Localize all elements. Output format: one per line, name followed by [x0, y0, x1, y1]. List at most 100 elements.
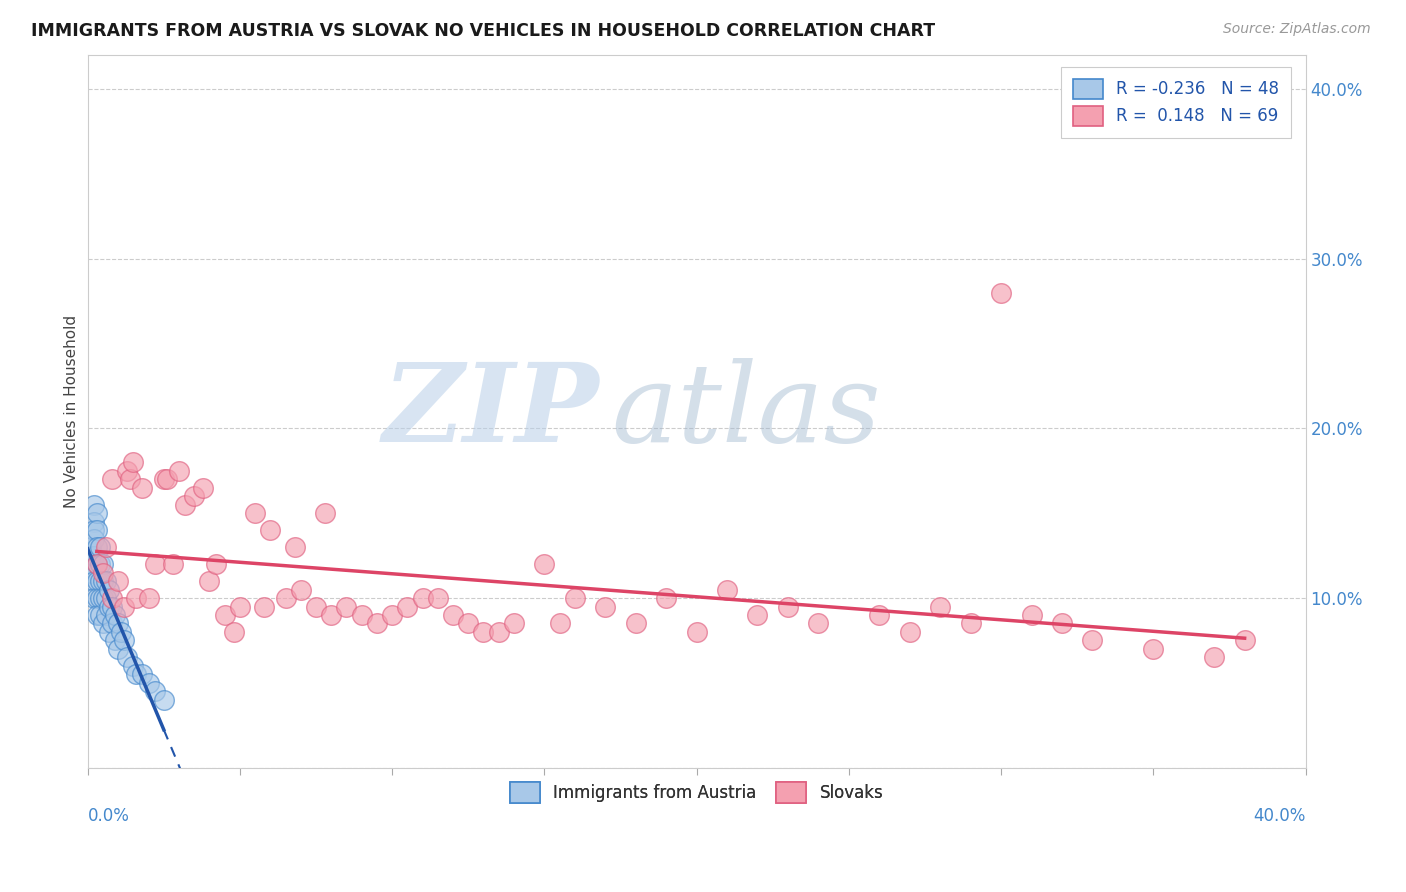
Point [86, 523, 108, 537]
Text: 40.0%: 40.0% [1253, 807, 1306, 825]
Point [89, 540, 111, 554]
Point [89, 591, 111, 605]
Point [533, 557, 555, 571]
Point [98, 599, 121, 614]
Point [89, 574, 111, 588]
Point [138, 591, 160, 605]
Point [143, 557, 166, 571]
Point [80, 557, 103, 571]
Point [1021, 607, 1043, 622]
Point [162, 557, 184, 571]
Point [503, 616, 526, 631]
Point [350, 607, 373, 622]
Point [472, 624, 495, 639]
Point [122, 659, 145, 673]
Point [167, 464, 190, 478]
Point [138, 676, 160, 690]
Point [243, 506, 266, 520]
Point [89, 607, 111, 622]
Point [110, 624, 132, 639]
Point [929, 599, 952, 614]
Point [381, 607, 404, 622]
Point [94, 591, 117, 605]
Point [83, 591, 105, 605]
Point [457, 616, 479, 631]
Point [314, 506, 336, 520]
Point [412, 591, 434, 605]
Point [83, 532, 105, 546]
Point [685, 624, 707, 639]
Point [117, 464, 139, 478]
Point [91, 566, 114, 580]
Point [564, 591, 586, 605]
Point [366, 616, 388, 631]
Point [426, 591, 449, 605]
Point [1233, 633, 1256, 648]
Point [624, 616, 647, 631]
Point [86, 607, 108, 622]
Point [593, 599, 616, 614]
Point [222, 624, 245, 639]
Point [548, 616, 571, 631]
Y-axis label: No Vehicles in Household: No Vehicles in Household [65, 315, 79, 508]
Point [86, 557, 108, 571]
Point [259, 523, 281, 537]
Point [156, 472, 179, 486]
Point [807, 616, 830, 631]
Point [91, 616, 114, 631]
Point [94, 607, 117, 622]
Point [107, 616, 129, 631]
Point [101, 472, 124, 486]
Point [214, 607, 236, 622]
Point [1050, 616, 1073, 631]
Point [98, 624, 121, 639]
Point [94, 574, 117, 588]
Point [80, 540, 103, 554]
Point [253, 599, 276, 614]
Point [86, 557, 108, 571]
Text: ZIP: ZIP [382, 358, 599, 465]
Point [152, 693, 174, 707]
Point [193, 481, 215, 495]
Point [120, 472, 142, 486]
Point [131, 481, 153, 495]
Legend: Immigrants from Austria, Slovaks: Immigrants from Austria, Slovaks [503, 775, 890, 809]
Point [107, 642, 129, 657]
Point [83, 515, 105, 529]
Point [716, 582, 738, 597]
Text: 0.0%: 0.0% [87, 807, 129, 825]
Point [229, 599, 252, 614]
Point [131, 667, 153, 681]
Text: Source: ZipAtlas.com: Source: ZipAtlas.com [1223, 22, 1371, 37]
Point [112, 633, 135, 648]
Point [98, 582, 121, 597]
Point [1081, 633, 1104, 648]
Point [959, 616, 981, 631]
Point [83, 523, 105, 537]
Point [91, 557, 114, 571]
Point [91, 574, 114, 588]
Point [990, 285, 1012, 300]
Point [1204, 650, 1226, 665]
Point [83, 574, 105, 588]
Point [488, 624, 510, 639]
Point [83, 549, 105, 563]
Point [122, 455, 145, 469]
Text: atlas: atlas [612, 358, 882, 465]
Point [91, 591, 114, 605]
Point [143, 684, 166, 698]
Point [80, 566, 103, 580]
Point [104, 607, 127, 622]
Point [125, 667, 148, 681]
Point [290, 582, 312, 597]
Point [174, 498, 197, 512]
Point [868, 607, 890, 622]
Point [80, 549, 103, 563]
Point [83, 498, 105, 512]
Point [86, 574, 108, 588]
Point [335, 599, 357, 614]
Point [284, 540, 307, 554]
Point [396, 599, 419, 614]
Point [107, 574, 129, 588]
Point [204, 557, 226, 571]
